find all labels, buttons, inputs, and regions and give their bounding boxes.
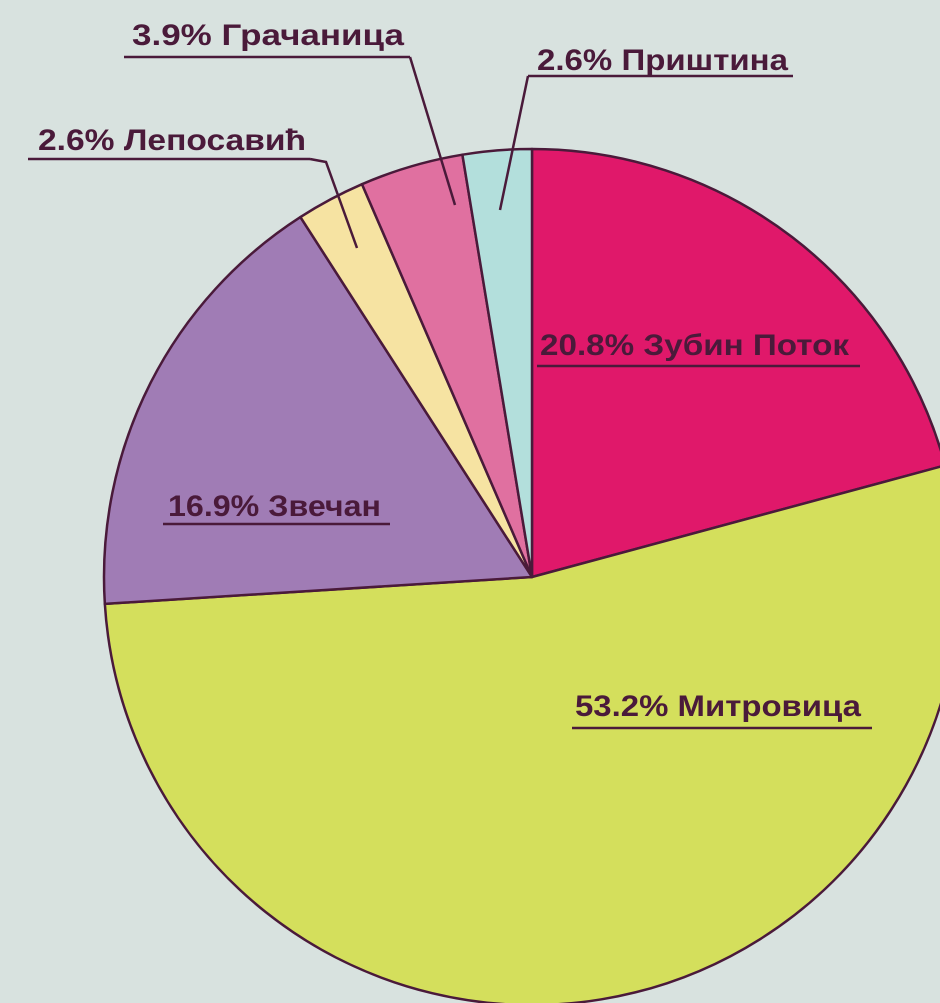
- slice-name: Лепосавић: [124, 124, 306, 157]
- leader-line: [309, 157, 359, 249]
- leader-line: [408, 56, 457, 206]
- slice-name: Приштина: [621, 44, 788, 77]
- slice-label: 53.2% Митровица: [575, 690, 861, 723]
- slice-name: Митровица: [678, 690, 862, 723]
- slice-name: Зубин Поток: [643, 329, 850, 362]
- slice-label: 2.6% Приштина: [537, 44, 788, 77]
- pie-slice: [461, 147, 534, 579]
- slice-name: Звечан: [268, 490, 381, 523]
- slice-label: 2.6% Лепосавић: [38, 124, 306, 157]
- slice-percent: 16.9%: [168, 490, 259, 523]
- pie-slice: [103, 465, 940, 1003]
- slice-percent: 20.8%: [540, 329, 634, 362]
- slice-name: Грачаница: [222, 19, 405, 52]
- slice-percent: 53.2%: [575, 690, 668, 723]
- pie-slice: [530, 147, 940, 579]
- slice-percent: 2.6%: [537, 44, 612, 77]
- pie-slice: [102, 215, 534, 606]
- slice-percent: 3.9%: [132, 19, 212, 52]
- slice-label: 3.9% Грачаница: [132, 19, 404, 52]
- slice-label: 16.9% Звечан: [168, 490, 381, 523]
- leader-line: [498, 75, 530, 211]
- slice-percent: 2.6%: [38, 124, 115, 157]
- slice-label: 20.8% Зубин Поток: [540, 329, 850, 362]
